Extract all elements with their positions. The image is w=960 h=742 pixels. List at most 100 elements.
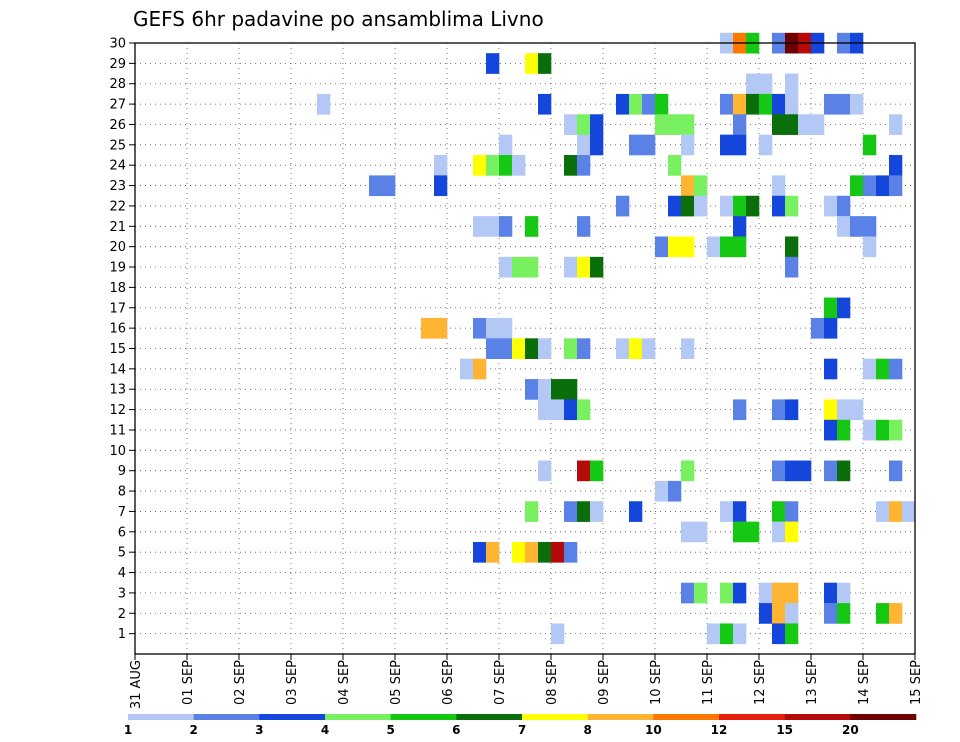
precip-cell bbox=[681, 582, 695, 604]
precip-cell bbox=[772, 603, 786, 624]
y-axis: 1234567891011121314151617181920212223242… bbox=[109, 37, 135, 642]
y-tick-label: 8 bbox=[118, 485, 126, 500]
precip-cell bbox=[837, 216, 851, 237]
precip-cell bbox=[473, 317, 487, 339]
y-tick-label: 4 bbox=[118, 566, 126, 581]
y-tick-label: 17 bbox=[109, 301, 126, 316]
precip-cell bbox=[785, 521, 799, 543]
precip-cell bbox=[863, 236, 877, 258]
precip-cell bbox=[655, 236, 669, 258]
legend-label: 5 bbox=[386, 723, 394, 737]
legend-swatch bbox=[522, 714, 588, 720]
precip-cell bbox=[512, 541, 526, 563]
precip-cell bbox=[798, 460, 812, 482]
precip-cell bbox=[824, 93, 838, 115]
precip-cell bbox=[629, 338, 643, 359]
precip-cell bbox=[785, 73, 799, 95]
precip-cell bbox=[707, 236, 721, 258]
precip-cell bbox=[785, 399, 799, 421]
precip-cell bbox=[733, 501, 747, 522]
precip-cell bbox=[824, 195, 838, 217]
precip-cell bbox=[837, 582, 851, 604]
precip-cell bbox=[681, 338, 695, 359]
y-tick-label: 11 bbox=[109, 423, 126, 438]
precip-cell bbox=[434, 175, 448, 197]
legend-label: 10 bbox=[645, 723, 662, 737]
precip-cell bbox=[850, 175, 864, 197]
legend-label: 7 bbox=[518, 723, 526, 737]
legend-label: 6 bbox=[452, 723, 460, 737]
precip-cell bbox=[499, 216, 513, 237]
precip-cell bbox=[850, 399, 864, 421]
precip-cell bbox=[785, 603, 799, 624]
y-tick-label: 13 bbox=[109, 383, 126, 398]
precip-cell bbox=[772, 623, 786, 645]
precip-cell bbox=[525, 256, 539, 278]
precip-cell bbox=[785, 623, 799, 645]
precip-cell bbox=[772, 582, 786, 604]
precip-cell bbox=[681, 521, 695, 543]
precip-cell bbox=[785, 501, 799, 522]
legend-label: 1 bbox=[124, 723, 132, 737]
precip-cell bbox=[798, 114, 812, 135]
precip-cell bbox=[876, 419, 890, 441]
legend-swatch bbox=[719, 714, 785, 720]
y-tick-label: 5 bbox=[118, 546, 126, 561]
precip-cell bbox=[733, 134, 747, 156]
precip-cell bbox=[564, 399, 578, 421]
precip-cell bbox=[681, 175, 695, 197]
precip-cell bbox=[759, 603, 773, 624]
precip-cell bbox=[655, 93, 669, 115]
precip-cell bbox=[538, 399, 552, 421]
precip-cell bbox=[525, 501, 539, 522]
precip-cell bbox=[473, 541, 487, 563]
x-tick-label: 08 SEP bbox=[545, 660, 560, 705]
precip-cell bbox=[525, 379, 539, 400]
precip-cell bbox=[577, 134, 591, 156]
y-tick-label: 30 bbox=[109, 37, 126, 52]
precip-cell bbox=[590, 501, 604, 522]
precip-cell bbox=[629, 501, 643, 522]
precip-cell bbox=[564, 256, 578, 278]
legend-swatch bbox=[390, 714, 457, 720]
precip-cell bbox=[785, 93, 799, 115]
precip-cell bbox=[863, 134, 877, 156]
x-tick-label: 07 SEP bbox=[493, 660, 508, 705]
precip-cell bbox=[473, 216, 487, 237]
legend-swatch bbox=[784, 714, 851, 720]
precip-cell bbox=[746, 93, 760, 115]
precip-cell bbox=[577, 155, 591, 176]
precip-cell bbox=[811, 317, 825, 339]
x-tick-label: 03 SEP bbox=[285, 660, 300, 705]
precip-cell bbox=[668, 195, 682, 217]
legend-swatch bbox=[653, 714, 720, 720]
precip-cell bbox=[551, 623, 565, 645]
precip-cell bbox=[772, 114, 786, 135]
precip-cell bbox=[772, 501, 786, 522]
precip-cell bbox=[616, 338, 630, 359]
precip-cell bbox=[759, 93, 773, 115]
y-tick-label: 26 bbox=[109, 118, 126, 133]
precip-cell bbox=[681, 134, 695, 156]
precip-cell bbox=[824, 603, 838, 624]
precip-cell bbox=[629, 93, 643, 115]
precip-cell bbox=[824, 582, 838, 604]
y-tick-label: 29 bbox=[109, 57, 126, 72]
legend-label: 15 bbox=[776, 723, 793, 737]
precip-cell bbox=[824, 460, 838, 482]
precip-cell bbox=[720, 623, 734, 645]
x-tick-label: 11 SEP bbox=[701, 660, 716, 705]
precip-cell bbox=[837, 460, 851, 482]
y-tick-label: 12 bbox=[109, 403, 126, 418]
precip-cell bbox=[720, 195, 734, 217]
y-tick-label: 3 bbox=[118, 586, 126, 601]
precip-cell bbox=[486, 317, 500, 339]
x-tick-label: 31 AUG bbox=[129, 660, 144, 709]
precip-cell bbox=[863, 175, 877, 197]
legend-label: 3 bbox=[255, 723, 263, 737]
precip-cell bbox=[746, 195, 760, 217]
precip-cell bbox=[785, 582, 799, 604]
precip-cell bbox=[733, 93, 747, 115]
y-tick-label: 16 bbox=[109, 322, 126, 337]
